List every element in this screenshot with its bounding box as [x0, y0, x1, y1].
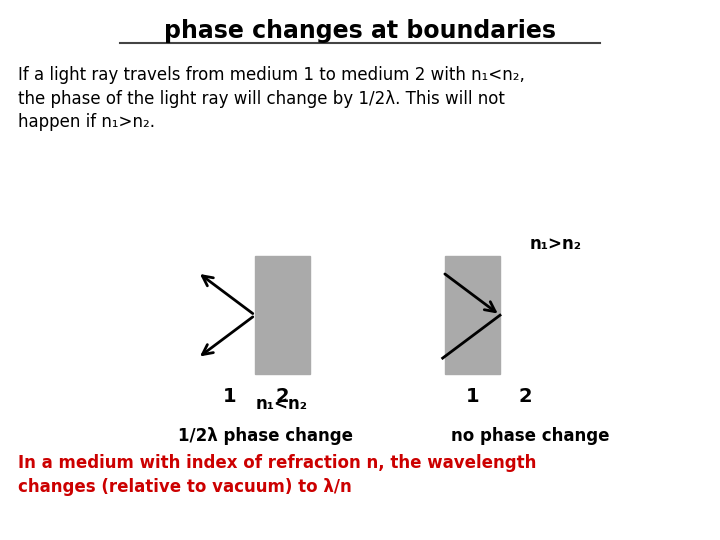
Text: phase changes at boundaries: phase changes at boundaries	[164, 19, 556, 43]
Text: 2: 2	[276, 387, 289, 406]
Text: 15: 15	[686, 515, 702, 528]
Text: the phase of the light ray will change by 1/2λ. This will not: the phase of the light ray will change b…	[18, 90, 505, 108]
Text: 1: 1	[223, 387, 237, 406]
Bar	[445, 256, 500, 374]
Text: no phase change: no phase change	[451, 427, 609, 446]
Text: n₁<n₂: n₁<n₂	[256, 395, 308, 413]
Text: changes (relative to vacuum) to λ/n: changes (relative to vacuum) to λ/n	[18, 477, 352, 496]
Text: 1: 1	[466, 387, 480, 406]
Text: If a light ray travels from medium 1 to medium 2 with n₁<n₂,: If a light ray travels from medium 1 to …	[18, 66, 525, 84]
Text: n₁>n₂: n₁>n₂	[530, 235, 582, 253]
Bar	[255, 256, 310, 374]
Text: In a medium with index of refraction n, the wavelength: In a medium with index of refraction n, …	[18, 454, 536, 472]
Text: PHY232 - Remco Zegers   •   interference, diffraction & polarization: PHY232 - Remco Zegers • interference, di…	[125, 515, 523, 528]
Text: 2: 2	[518, 387, 532, 406]
Text: happen if n₁>n₂.: happen if n₁>n₂.	[18, 113, 155, 131]
Text: 1/2λ phase change: 1/2λ phase change	[178, 427, 353, 446]
